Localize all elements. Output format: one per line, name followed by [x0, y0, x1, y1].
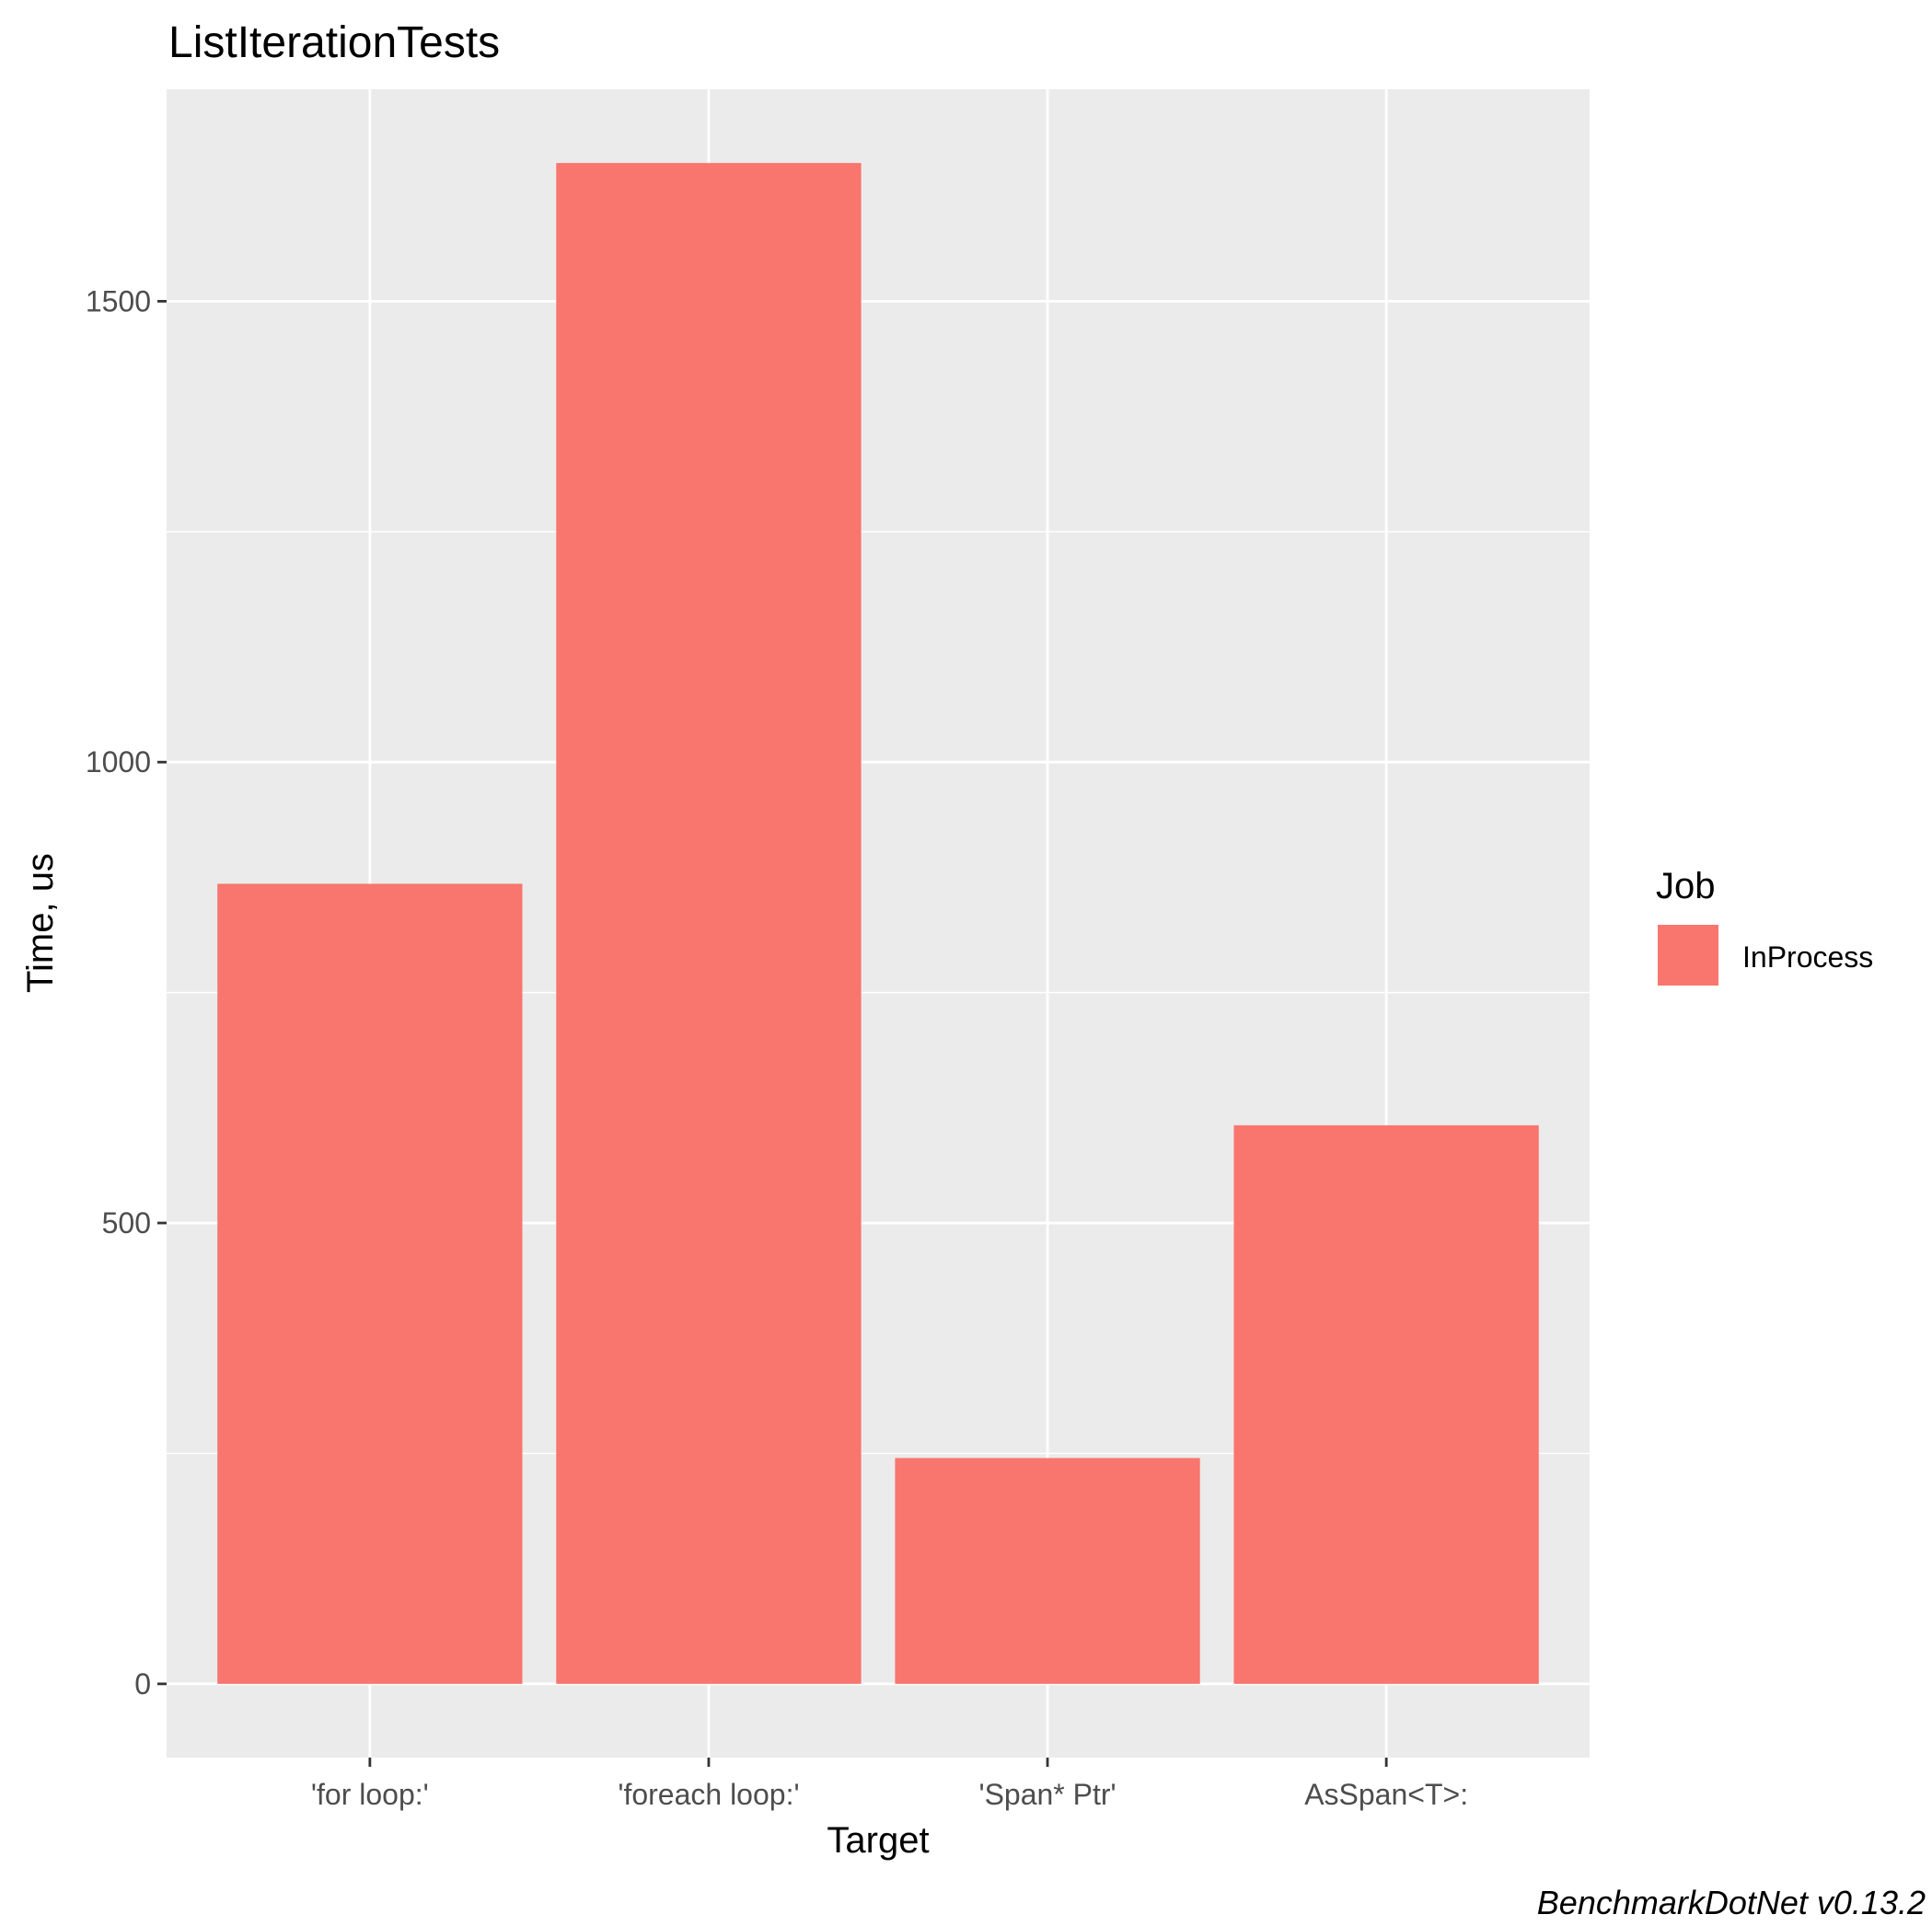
legend-key-inprocess: [1656, 923, 1720, 987]
bars: [217, 163, 1539, 1684]
x-tick-label: 'foreach loop:': [618, 1778, 799, 1811]
x-axis-title: Target: [827, 1820, 929, 1861]
y-tick-label: 1000: [86, 745, 151, 778]
x-tick-label: AsSpan<T>:: [1304, 1778, 1468, 1811]
legend: Job InProcess: [1656, 866, 1873, 987]
y-axis-title: Time, us: [20, 853, 61, 993]
x-tick-label: 'for loop:': [311, 1778, 429, 1811]
y-tick-label: 0: [134, 1667, 151, 1701]
bar-1: [556, 163, 862, 1684]
x-tick-label: 'Span* Ptr': [978, 1778, 1116, 1811]
y-tick-label: 1500: [86, 284, 151, 317]
legend-title: Job: [1656, 866, 1716, 906]
caption: BenchmarkDotNet v0.13.2: [1537, 1884, 1926, 1921]
legend-label-inprocess: InProcess: [1742, 940, 1873, 974]
bar-3: [1233, 1124, 1539, 1684]
y-tick-label: 500: [102, 1206, 151, 1240]
chart-title: ListIterationTests: [168, 18, 500, 67]
axes: 0 500 1000 1500 'for loop:' 'foreach loop:' 'S…: [86, 284, 1468, 1811]
bar-2: [895, 1458, 1200, 1684]
bar-0: [217, 883, 523, 1684]
